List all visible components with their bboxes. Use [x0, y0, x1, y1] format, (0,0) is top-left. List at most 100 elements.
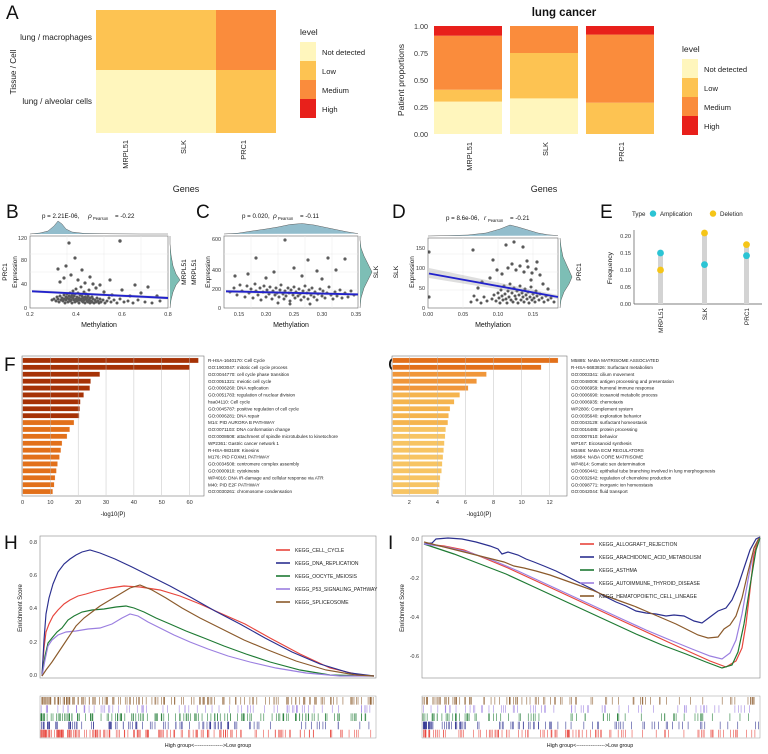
term-label: WP2361: Gastric cancer network 1	[208, 441, 279, 446]
legend-swatch-not-detected	[300, 42, 316, 61]
x-tick: 0.05	[458, 312, 469, 318]
panel-a-ylabel: Tissue / Cell	[9, 49, 18, 94]
panel-label-a: A	[6, 3, 19, 24]
bar	[392, 378, 477, 384]
x-tick: 0.35	[351, 312, 362, 318]
stack-seg	[586, 102, 654, 134]
y-tick: 0.75	[414, 49, 428, 58]
bar	[392, 440, 445, 446]
lollipop-stem	[744, 244, 749, 304]
scatter-b-ylabel: Expression	[12, 256, 19, 288]
legend-label: KEGG_P53_SIGNALING_PATHWAY	[295, 587, 378, 593]
legend-dot-amplication	[649, 210, 657, 217]
x-tick: 50	[159, 500, 165, 506]
legend-label: Medium	[322, 86, 349, 95]
bar	[22, 419, 75, 426]
x-tick: 0.10	[493, 312, 504, 318]
bar	[22, 461, 58, 467]
x-tick: 0.2	[26, 312, 34, 318]
stack-seg	[586, 34, 654, 103]
y-tick: 0.05	[620, 285, 631, 291]
stack-seg	[510, 98, 578, 134]
bar	[392, 447, 444, 453]
heat-row-label: lung / macrophages	[20, 33, 92, 42]
bar	[392, 399, 455, 405]
term-label: GO:0016485: protein processing	[571, 427, 638, 432]
x-tick: 0.6	[118, 312, 126, 318]
plot-frame	[391, 355, 568, 497]
term-label: GO:0006935: chemotaxis	[571, 399, 624, 404]
bar	[392, 468, 442, 474]
bar	[22, 412, 80, 419]
legend-swatch-medium	[682, 97, 698, 116]
panel-i-svg: 0.0 -0.2 -0.4 -0.6 Enrichment Score KEGG…	[400, 535, 761, 749]
lollipop-stem	[702, 233, 707, 304]
legend-label: KEGG_ALLOGRAFT_REJECTION	[599, 542, 677, 548]
scatter-b-svg: p = 2.21E-06, ρ Pearson = -0.22	[2, 213, 188, 329]
y-tick: 150	[416, 246, 425, 252]
heat-col-label: SLK	[179, 140, 188, 154]
regression-line	[31, 290, 169, 299]
panel-label-b: B	[6, 202, 19, 223]
bar	[22, 447, 62, 453]
x-tick: 2	[408, 500, 411, 506]
dot-deletion	[701, 229, 708, 237]
g-gridlines	[409, 357, 550, 495]
term-label: GO:0042044: fluid transport	[571, 489, 628, 494]
panel-h-legend: KEGG_CELL_CYCLE KEGG_DNA_REPLICATION KEGG_…	[276, 548, 378, 606]
scatter-c-title-p: p = 0.020,	[242, 213, 270, 220]
stacked-bar-svg: lung cancer Patient proportions 0.00 0.2…	[396, 7, 747, 194]
term-label: M40: PID E2F PATHWAY	[208, 482, 260, 487]
term-label: GO:0051321: meiotic cell cycle	[208, 379, 272, 384]
legend-label: KEGG_HEMATOPOIETIC_CELL_LINEAGE	[599, 594, 698, 600]
bar	[22, 357, 199, 364]
y-tick: -0.2	[410, 576, 419, 582]
plot-frame	[21, 355, 205, 497]
bar	[22, 468, 57, 474]
scatter-b-xlabel: Methylation	[81, 322, 117, 329]
term-label: WP167: Eicosanoid synthesis	[571, 441, 632, 446]
bar	[392, 392, 461, 398]
panel-i-hit-marks	[422, 697, 759, 738]
g-x-ticks: 2 4 6 8 10 12	[408, 500, 553, 506]
term-label: WP4814: Somatic sex determination	[571, 462, 646, 467]
term-label: WP4016: DNA IR-damage and cellular respo…	[208, 475, 324, 480]
legend-label: KEGG_ASTHMA	[599, 568, 638, 574]
stack-seg	[434, 26, 502, 36]
panel-f-svg: 0 10 20 30 40 50 60 R-HSA-1640170: Cell Cycle G…	[21, 355, 338, 518]
gsea-curve-autoimmune	[423, 537, 760, 660]
y-tick: 100	[416, 266, 425, 272]
gsea-curve-oocyte-meiosis	[41, 605, 375, 677]
term-label: M5884: NABA CORE MATRISOME	[571, 455, 643, 460]
scatter-c-svg: p = 0.020, ρ Pearson = -0.11	[191, 213, 380, 329]
scatter-points	[428, 240, 556, 305]
scatter-c-gene-right: SLK	[373, 265, 380, 278]
scatter-d-gene-right: PRC1	[576, 263, 583, 281]
scatter-points	[50, 239, 162, 305]
scatter-d-ylabel: Expression	[409, 256, 416, 288]
x-tick: 0.20	[261, 312, 272, 318]
y-tick: -0.6	[410, 654, 419, 660]
marginal-density-right	[169, 236, 181, 309]
stack-seg	[586, 26, 654, 35]
bar	[22, 385, 91, 391]
term-label: hsa04110: Cell cycle	[208, 399, 250, 404]
y-tick: 0.25	[414, 103, 428, 112]
gsea-curve-spliceosome	[41, 584, 375, 677]
scatter-d-title-p: p = 8.6e-06,	[446, 215, 479, 222]
x-tick: 8	[492, 500, 495, 506]
bar	[22, 378, 91, 384]
panel-i-ylabel: Enrichment Score	[400, 583, 406, 631]
panel-e-cat-label: SLK	[702, 307, 709, 320]
y-tick: 0.00	[620, 302, 631, 308]
term-label: GO:0006959: humoral immune response	[571, 386, 655, 391]
x-tick: 20	[75, 500, 81, 506]
y-tick: -0.4	[410, 615, 419, 621]
gsea-curve-p53	[41, 613, 374, 677]
bar	[392, 412, 449, 419]
term-label: GO:0071103: DNA conformation change	[208, 427, 291, 432]
y-tick: 0.2	[30, 640, 38, 646]
y-tick: 0	[422, 306, 425, 312]
stack-seg	[434, 89, 502, 102]
panel-label-c: C	[196, 202, 210, 223]
